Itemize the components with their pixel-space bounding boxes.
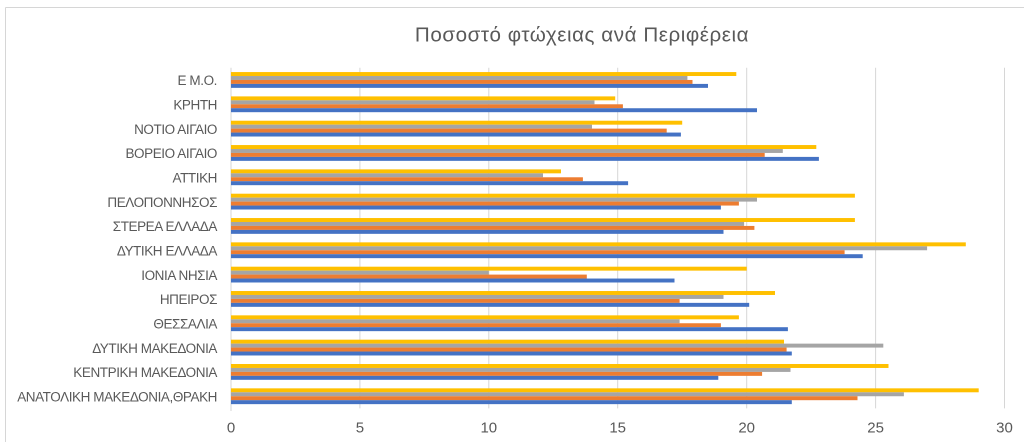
svg-text:ΝΟΤΙΟ ΑΙΓΑΙΟ: ΝΟΤΙΟ ΑΙΓΑΙΟ: [134, 122, 217, 137]
svg-text:ΑΝΑΤΟΛΙΚΗ ΜΑΚΕΔΟΝΙΑ,ΘΡΑΚΗ: ΑΝΑΤΟΛΙΚΗ ΜΑΚΕΔΟΝΙΑ,ΘΡΑΚΗ: [17, 389, 217, 404]
svg-text:ΒΟΡΕΙΟ ΑΙΓΑΙΟ: ΒΟΡΕΙΟ ΑΙΓΑΙΟ: [125, 146, 217, 161]
svg-text:Ε Μ.Ο.: Ε Μ.Ο.: [178, 73, 217, 88]
svg-text:25: 25: [867, 419, 884, 436]
svg-text:0: 0: [227, 419, 235, 436]
svg-text:10: 10: [480, 419, 497, 436]
svg-text:ΙΟΝΙΑ ΝΗΣΙΑ: ΙΟΝΙΑ ΝΗΣΙΑ: [141, 268, 217, 283]
svg-text:ΔΥΤΙΚΗ ΜΑΚΕΔΟΝΙΑ: ΔΥΤΙΚΗ ΜΑΚΕΔΟΝΙΑ: [92, 341, 217, 356]
svg-text:5: 5: [356, 419, 364, 436]
svg-text:15: 15: [609, 419, 626, 436]
svg-text:ΘΕΣΣΑΛΙΑ: ΘΕΣΣΑΛΙΑ: [153, 316, 217, 331]
svg-text:20: 20: [738, 419, 755, 436]
svg-text:ΔΥΤΙΚΗ ΕΛΛΑΔΑ: ΔΥΤΙΚΗ ΕΛΛΑΔΑ: [117, 244, 218, 259]
svg-text:ΣΤΕΡΕΑ ΕΛΛΑΔΑ: ΣΤΕΡΕΑ ΕΛΛΑΔΑ: [113, 219, 218, 234]
svg-text:ΑΤΤΙΚΗ: ΑΤΤΙΚΗ: [173, 171, 217, 186]
svg-text:ΠΕΛΟΠΟΝΝΗΣΟΣ: ΠΕΛΟΠΟΝΝΗΣΟΣ: [107, 195, 217, 210]
svg-text:ΚΕΝΤΡΙΚΗ ΜΑΚΕΔΟΝΙΑ: ΚΕΝΤΡΙΚΗ ΜΑΚΕΔΟΝΙΑ: [73, 365, 217, 380]
svg-text:ΚΡΗΤΗ: ΚΡΗΤΗ: [173, 98, 217, 113]
svg-text:ΗΠΕΙΡΟΣ: ΗΠΕΙΡΟΣ: [160, 292, 217, 307]
svg-text:Ποσοστό φτώχειας ανά Περιφέρει: Ποσοστό φτώχειας ανά Περιφέρεια: [415, 24, 749, 47]
svg-text:30: 30: [996, 419, 1013, 436]
